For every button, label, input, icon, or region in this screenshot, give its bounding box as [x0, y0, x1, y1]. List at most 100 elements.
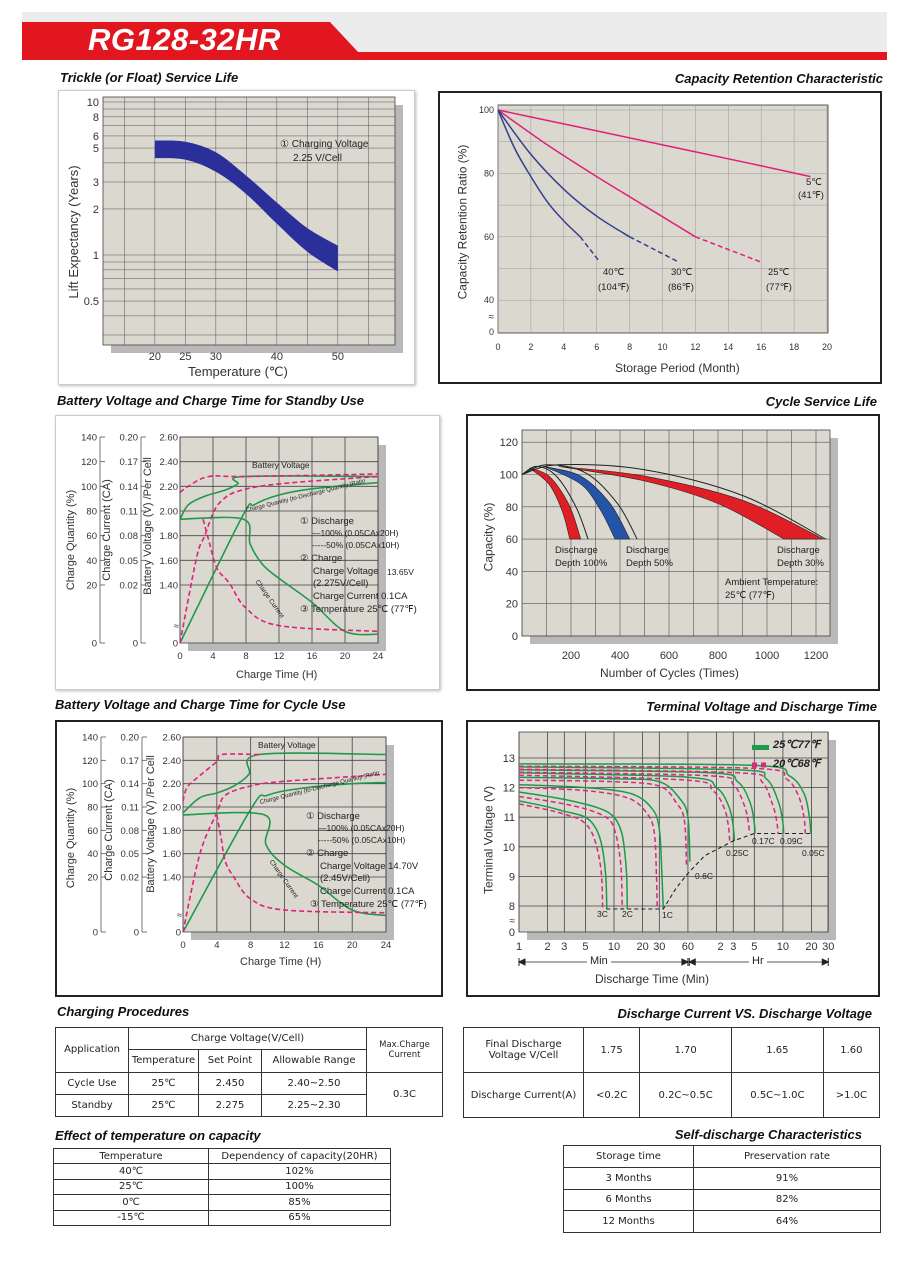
series-label-40c: 40℃ [603, 267, 625, 278]
cell: 1.65 [730, 1027, 824, 1073]
note: ② Charge [306, 848, 349, 859]
cell: Dependency of capacity(20HR) [208, 1147, 391, 1165]
header-max-current: Max.Charge Current [366, 1027, 443, 1073]
note: (2.45V/Cell) [320, 873, 371, 884]
series-label-25c: 25℃ [768, 267, 790, 278]
cell: 85% [208, 1194, 391, 1211]
cell: Final Discharge Voltage V/Cell [463, 1027, 584, 1073]
charging-procedures-table: Application Charge Voltage(V/Cell) Max.Cha… [55, 1026, 443, 1118]
cycle-life-xlabel: Number of Cycles (Times) [600, 666, 739, 680]
range-label-min: Min [587, 956, 611, 967]
note: ③ Temperature 25℃ (77℉) [310, 899, 427, 910]
terminal-ylabel: Terminal Voltage (V) [481, 785, 496, 895]
table-row: 3 Months 91% [563, 1166, 881, 1190]
note: ② Charge [300, 553, 343, 564]
cell: <0.2C [582, 1072, 641, 1118]
cell: 0℃ [53, 1194, 209, 1211]
note: ③ Temperature 25℃ (77℉) [300, 604, 417, 615]
legend-label-20c: 20℃68℉ [773, 758, 821, 770]
cycle-use-chart-frame [55, 720, 443, 997]
standby-ylabel-quantity: Charge Quantity (%) [64, 489, 77, 591]
self-discharge-table: Storage time Preservation rate 3 Months 91… [563, 1145, 881, 1233]
table-row: 6 Months 82% [563, 1188, 881, 1212]
note: Charge Voltage 14.70V [320, 861, 419, 872]
note: —100% (0.05CAx20H) [312, 528, 399, 538]
series-label-77f: (77℉) [766, 282, 792, 293]
cell: Discharge Current(A) [463, 1072, 584, 1118]
depth-label: Depth 30% [777, 558, 825, 569]
depth-label: Depth 100% [555, 558, 608, 569]
cell: 2.275 [198, 1093, 262, 1118]
cell: -15℃ [53, 1209, 209, 1227]
table-row: Final Discharge Voltage V/Cell 1.75 1.70 1.… [463, 1027, 881, 1073]
cell: Temperature [53, 1147, 209, 1165]
cell: 6 Months [563, 1188, 694, 1212]
cell: 2.25~2.30 [261, 1093, 367, 1118]
cell: 0.2C~0.5C [639, 1072, 732, 1118]
curve-label: 3C [597, 909, 608, 919]
section-title-terminal: Terminal Voltage and Discharge Time [646, 699, 877, 714]
standby-ylabel-voltage: Battery Voltage (V) /Per Cell [141, 457, 154, 595]
cell: 65% [208, 1209, 391, 1227]
model-title: RG128-32HR [88, 22, 281, 57]
header-temperature: Temperature [128, 1049, 199, 1073]
header-red-band [22, 22, 887, 60]
cell: 25℃ [128, 1093, 199, 1118]
header-banner [22, 12, 887, 60]
cell-max-current: 0.3C [366, 1071, 443, 1117]
cell: 1.75 [582, 1027, 641, 1073]
cell: 40℃ [53, 1163, 209, 1180]
cell: 1.70 [639, 1027, 732, 1073]
cycle-xlabel: Charge Time (H) [240, 956, 322, 968]
table-row: 0℃ 85% [53, 1194, 391, 1211]
retention-ylabel: Capacity Retention Ratio (%) [455, 144, 470, 300]
curve-label: 1C [662, 910, 673, 920]
note: -----50% (0.05CAx10H) [312, 540, 400, 550]
note: (2.275V/Cell) [313, 578, 369, 589]
cell: 102% [208, 1163, 391, 1180]
ambient-label: Ambient Temperature: [725, 577, 819, 588]
table-header: Storage time Preservation rate [563, 1145, 881, 1168]
table-row: Standby 25℃ 2.275 2.25~2.30 [55, 1093, 443, 1118]
curve-label: 0.17C [752, 836, 775, 846]
note: ① Discharge [306, 811, 360, 822]
trickle-annotation: 2.25 V/Cell [293, 153, 342, 164]
cell: 2.40~2.50 [261, 1071, 367, 1095]
note: ① Discharge [300, 516, 354, 527]
depth-label: Discharge [626, 545, 669, 556]
curve-label: 0.6C [695, 871, 713, 881]
table-row: Cycle Use 25℃ 2.450 2.40~2.50 0.3C [55, 1071, 443, 1117]
table-row: 12 Months 64% [563, 1210, 881, 1233]
legend-label-25c: 25℃77℉ [773, 739, 821, 751]
note: Charge Voltage [313, 566, 379, 577]
label-battery-voltage: Battery Voltage [258, 740, 316, 750]
standby-ylabel-current: Charge Current (CA) [100, 479, 113, 581]
section-title-charging: Charging Procedures [57, 1004, 190, 1019]
header-charge-voltage: Charge Voltage(V/Cell) [128, 1026, 367, 1051]
series-label-5c: 5℃ [806, 177, 822, 188]
cell: 25℃ [128, 1071, 199, 1095]
series-label-41f: (41℉) [798, 190, 824, 201]
cycle-ylabel-current: Charge Current (CA) [102, 779, 115, 881]
trickle-chart-frame [58, 90, 415, 385]
cycle-ylabel-quantity: Charge Quantity (%) [64, 787, 77, 889]
table-row: Discharge Current(A) <0.2C 0.2C~0.5C 0.5C~1… [463, 1072, 881, 1118]
section-title-temp: Effect of temperature on capacity [55, 1128, 261, 1143]
temperature-capacity-table: Temperature Dependency of capacity(20HR) … [53, 1147, 391, 1227]
curve-label: 0.09C [780, 836, 803, 846]
cell: Preservation rate [693, 1145, 881, 1168]
cell: 3 Months [563, 1166, 694, 1190]
retention-chart-frame [438, 91, 882, 384]
trickle-xlabel: Temperature (℃) [188, 364, 288, 379]
section-title-retention: Capacity Retention Characteristic [674, 71, 883, 86]
cell: 91% [693, 1166, 881, 1190]
retention-xlabel: Storage Period (Month) [615, 361, 740, 375]
discharge-voltage-table: Final Discharge Voltage V/Cell 1.75 1.70 1.… [463, 1027, 881, 1118]
label-battery-voltage: Battery Voltage [252, 460, 310, 470]
series-label-104f: (104℉) [598, 282, 630, 293]
series-label-86f: (86℉) [668, 282, 694, 293]
cell: 2.450 [198, 1071, 262, 1095]
cycle-life-chart-frame [466, 414, 880, 691]
table-row: 25℃ 100% [53, 1178, 391, 1196]
